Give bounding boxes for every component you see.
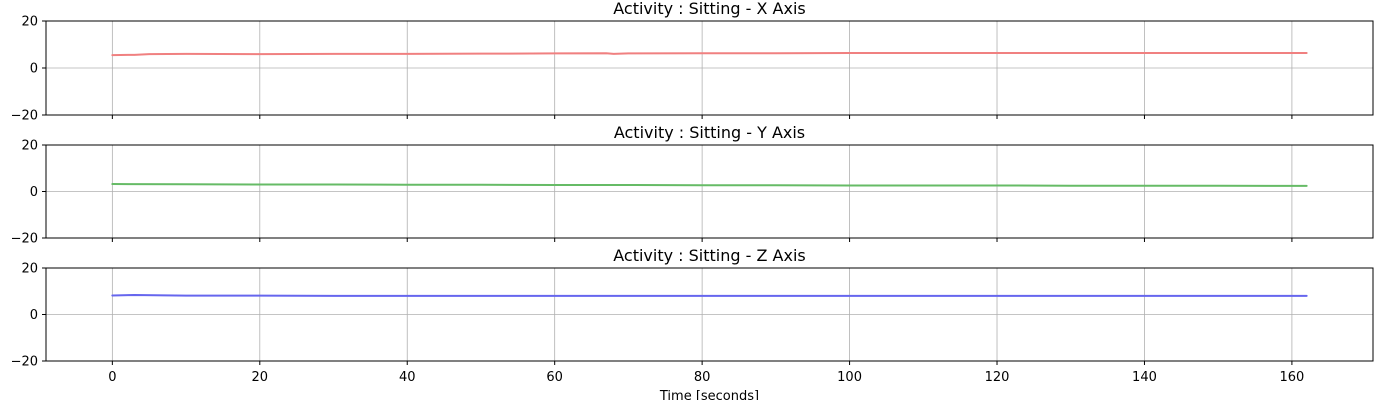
y-axis-ytick-label: −20	[11, 232, 38, 247]
x-axis-title: Activity : Sitting - X Axis	[613, 0, 805, 18]
z-axis-title: Activity : Sitting - Z Axis	[613, 246, 805, 265]
z-axis-xtick-label: 100	[837, 370, 862, 385]
z-axis-ytick-label: 20	[21, 262, 38, 277]
z-axis-xtick-label: 80	[694, 370, 711, 385]
z-axis-xtick-label: 140	[1132, 370, 1157, 385]
z-axis-xtick-label: 160	[1279, 370, 1304, 385]
x-axis-label: Time [seconds]	[659, 389, 759, 400]
z-axis-xtick-label: 20	[252, 370, 269, 385]
x-axis-ytick-label: 20	[21, 15, 38, 30]
z-axis-ytick-label: 0	[30, 308, 38, 323]
x-axis-ytick-label: 0	[30, 62, 38, 77]
z-axis-xtick-label: 120	[985, 370, 1010, 385]
z-axis-xtick-label: 60	[546, 370, 563, 385]
z-axis-panel: 20 0 −20 0 20 40 60 80 100 120 140 160 Activity : Si…	[11, 246, 1374, 400]
x-axis-panel: 20 0 −20 Activity : Sitting - X Axis	[11, 0, 1374, 124]
y-axis-ytick-label: 0	[30, 185, 38, 200]
x-axis-series-line	[111, 51, 1308, 57]
z-axis-series-line	[111, 293, 1308, 297]
x-axis-ytick-label: −20	[11, 109, 38, 124]
y-axis-series-line	[111, 183, 1308, 187]
y-axis-title: Activity : Sitting - Y Axis	[614, 123, 805, 142]
y-axis-panel: 20 0 −20 Activity : Sitting - Y Axis	[11, 123, 1374, 247]
y-axis-ytick-label: 20	[21, 139, 38, 154]
z-axis-ytick-label: −20	[11, 355, 38, 370]
z-axis-xtick-label: 0	[108, 370, 116, 385]
z-axis-xtick-label: 40	[399, 370, 416, 385]
